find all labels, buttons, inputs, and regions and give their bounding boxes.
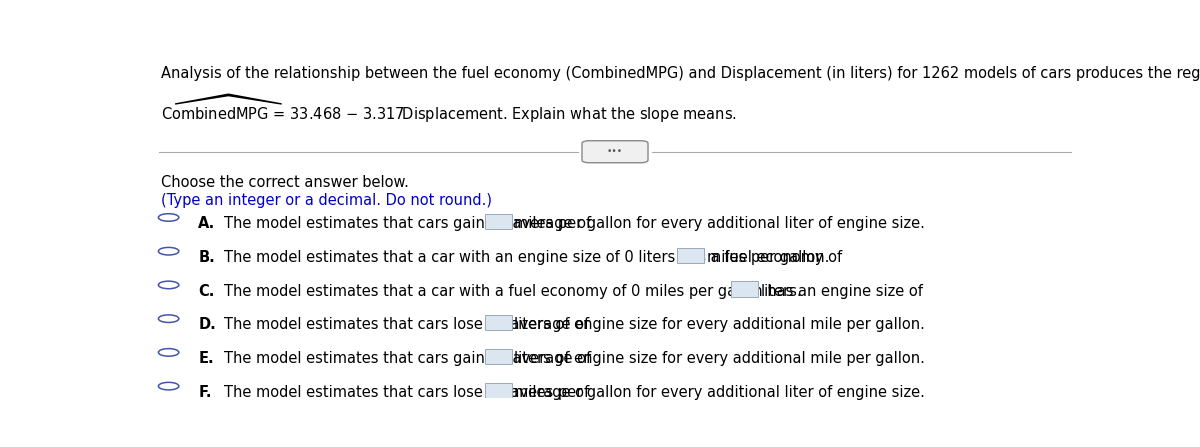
Text: The model estimates that cars lose an average of: The model estimates that cars lose an av… — [224, 385, 594, 400]
Text: F.: F. — [198, 385, 212, 400]
Text: C.: C. — [198, 283, 215, 299]
FancyBboxPatch shape — [485, 383, 511, 398]
FancyBboxPatch shape — [485, 214, 511, 229]
Text: (Type an integer or a decimal. Do not round.): (Type an integer or a decimal. Do not ro… — [161, 194, 492, 208]
Text: The model estimates that cars gain an average of: The model estimates that cars gain an av… — [224, 351, 596, 366]
Text: $\widehat{\rm CombinedMPG}$ = 33.468 − 3.317Displacement. Explain what the slope: $\widehat{\rm CombinedMPG}$ = 33.468 − 3… — [161, 93, 737, 125]
Text: The model estimates that cars lose an average of: The model estimates that cars lose an av… — [224, 317, 594, 332]
Text: liters of engine size for every additional mile per gallon.: liters of engine size for every addition… — [515, 351, 925, 366]
Text: The model estimates that a car with an engine size of 0 liters has a fuel econom: The model estimates that a car with an e… — [224, 250, 847, 265]
Text: The model estimates that cars gain an average of: The model estimates that cars gain an av… — [224, 216, 596, 231]
FancyBboxPatch shape — [485, 315, 511, 330]
Text: liters of engine size for every additional mile per gallon.: liters of engine size for every addition… — [515, 317, 925, 332]
Text: D.: D. — [198, 317, 216, 332]
Text: B.: B. — [198, 250, 215, 265]
Text: miles per gallon for every additional liter of engine size.: miles per gallon for every additional li… — [515, 216, 925, 231]
FancyBboxPatch shape — [582, 141, 648, 163]
Text: The model estimates that a car with a fuel economy of 0 miles per gallon has an : The model estimates that a car with a fu… — [224, 283, 928, 299]
Text: miles per gallon for every additional liter of engine size.: miles per gallon for every additional li… — [515, 385, 925, 400]
Text: A.: A. — [198, 216, 216, 231]
Text: •••: ••• — [607, 147, 623, 156]
Text: E.: E. — [198, 351, 214, 366]
FancyBboxPatch shape — [485, 349, 511, 364]
FancyBboxPatch shape — [731, 282, 757, 297]
Text: Analysis of the relationship between the fuel economy (CombinedMPG) and Displace: Analysis of the relationship between the… — [161, 66, 1200, 81]
FancyBboxPatch shape — [677, 248, 704, 263]
Text: liters.: liters. — [761, 283, 802, 299]
Text: miles per gallon.: miles per gallon. — [707, 250, 829, 265]
Text: Choose the correct answer below.: Choose the correct answer below. — [161, 175, 409, 190]
